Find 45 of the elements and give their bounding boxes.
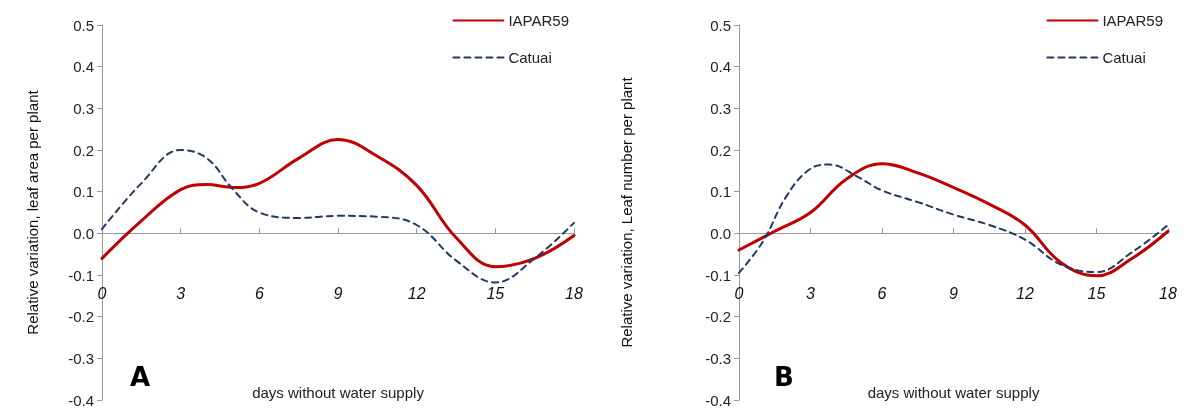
- y-tick-label: 0.0: [73, 224, 94, 242]
- y-tick-label: 0.5: [710, 16, 731, 34]
- x-tick-label: 15: [1087, 284, 1106, 302]
- legend-label: IAPAR59: [1102, 12, 1164, 29]
- y-tick-label: 0.3: [710, 99, 731, 117]
- y-tick-label: -0.3: [705, 349, 731, 367]
- legend-label: Catuai: [508, 49, 552, 66]
- x-tick-label: 9: [333, 284, 343, 302]
- y-tick-label: 0.2: [710, 141, 731, 159]
- x-tick-label: 18: [565, 284, 583, 302]
- y-tick-label: -0.1: [705, 266, 731, 284]
- y-tick-label: 0.1: [710, 183, 731, 201]
- y-tick-label: -0.4: [705, 391, 731, 409]
- x-tick-label: 12: [1016, 284, 1034, 302]
- y-tick-label: 0.1: [73, 183, 94, 201]
- y-tick-label: 0.3: [73, 99, 94, 117]
- y-tick-label: 0.4: [710, 58, 731, 76]
- legend-label: IAPAR59: [508, 12, 570, 29]
- x-tick-label: 0: [734, 284, 744, 302]
- annotation: A: [130, 362, 151, 392]
- x-tick-label: 18: [1159, 284, 1177, 302]
- x-tick-label: 3: [806, 284, 816, 302]
- x-tick-label: 12: [407, 284, 426, 302]
- x-axis-title: days without water supply: [252, 384, 425, 401]
- x-tick-label: 0: [97, 284, 107, 302]
- y-tick-label: 0.4: [73, 58, 94, 76]
- x-tick-label: 6: [877, 284, 887, 302]
- y-tick-label: -0.2: [68, 308, 94, 326]
- y-tick-label: -0.3: [68, 349, 94, 367]
- x-tick-label: 3: [176, 284, 186, 302]
- annotation: B: [774, 362, 794, 392]
- y-tick-label: 0.2: [73, 141, 94, 159]
- y-axis-title: Relative variation, Leaf number per plant: [618, 76, 635, 348]
- y-tick-label: 0.0: [710, 224, 731, 242]
- x-tick-label: 15: [486, 284, 505, 302]
- legend-label: Catuai: [1102, 49, 1146, 66]
- y-tick-label: -0.1: [68, 266, 94, 284]
- x-tick-label: 9: [949, 284, 959, 302]
- y-axis-title: Relative variation, leaf area per plant: [24, 89, 41, 335]
- y-tick-label: 0.5: [73, 16, 94, 34]
- line-series: [100, 138, 576, 269]
- y-tick-label: -0.2: [705, 308, 731, 326]
- x-tick-label: 6: [254, 284, 264, 302]
- y-tick-label: -0.4: [68, 391, 94, 409]
- x-axis-title: days without water supply: [867, 384, 1040, 401]
